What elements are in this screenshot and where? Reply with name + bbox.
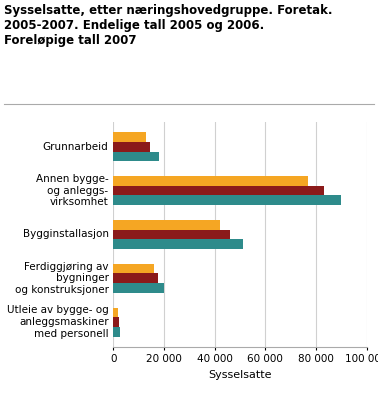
Bar [113,152,159,161]
Bar [113,327,120,336]
Bar [113,239,243,249]
Bar [113,317,119,327]
Bar [113,308,118,317]
Bar [113,264,154,273]
Bar [113,195,341,205]
Legend: 2005, 2006, 2007: 2005, 2006, 2007 [138,393,342,394]
Bar [113,283,164,293]
Bar [113,273,158,283]
Bar [113,220,220,230]
Bar [113,186,324,195]
Bar [113,142,150,152]
Text: Sysselsatte, etter næringshovedgruppe. Foretak.
2005-2007. Endelige tall 2005 og: Sysselsatte, etter næringshovedgruppe. F… [4,4,332,47]
Bar [113,176,308,186]
X-axis label: Sysselsatte: Sysselsatte [208,370,272,380]
Bar [113,230,230,239]
Bar [113,132,146,142]
